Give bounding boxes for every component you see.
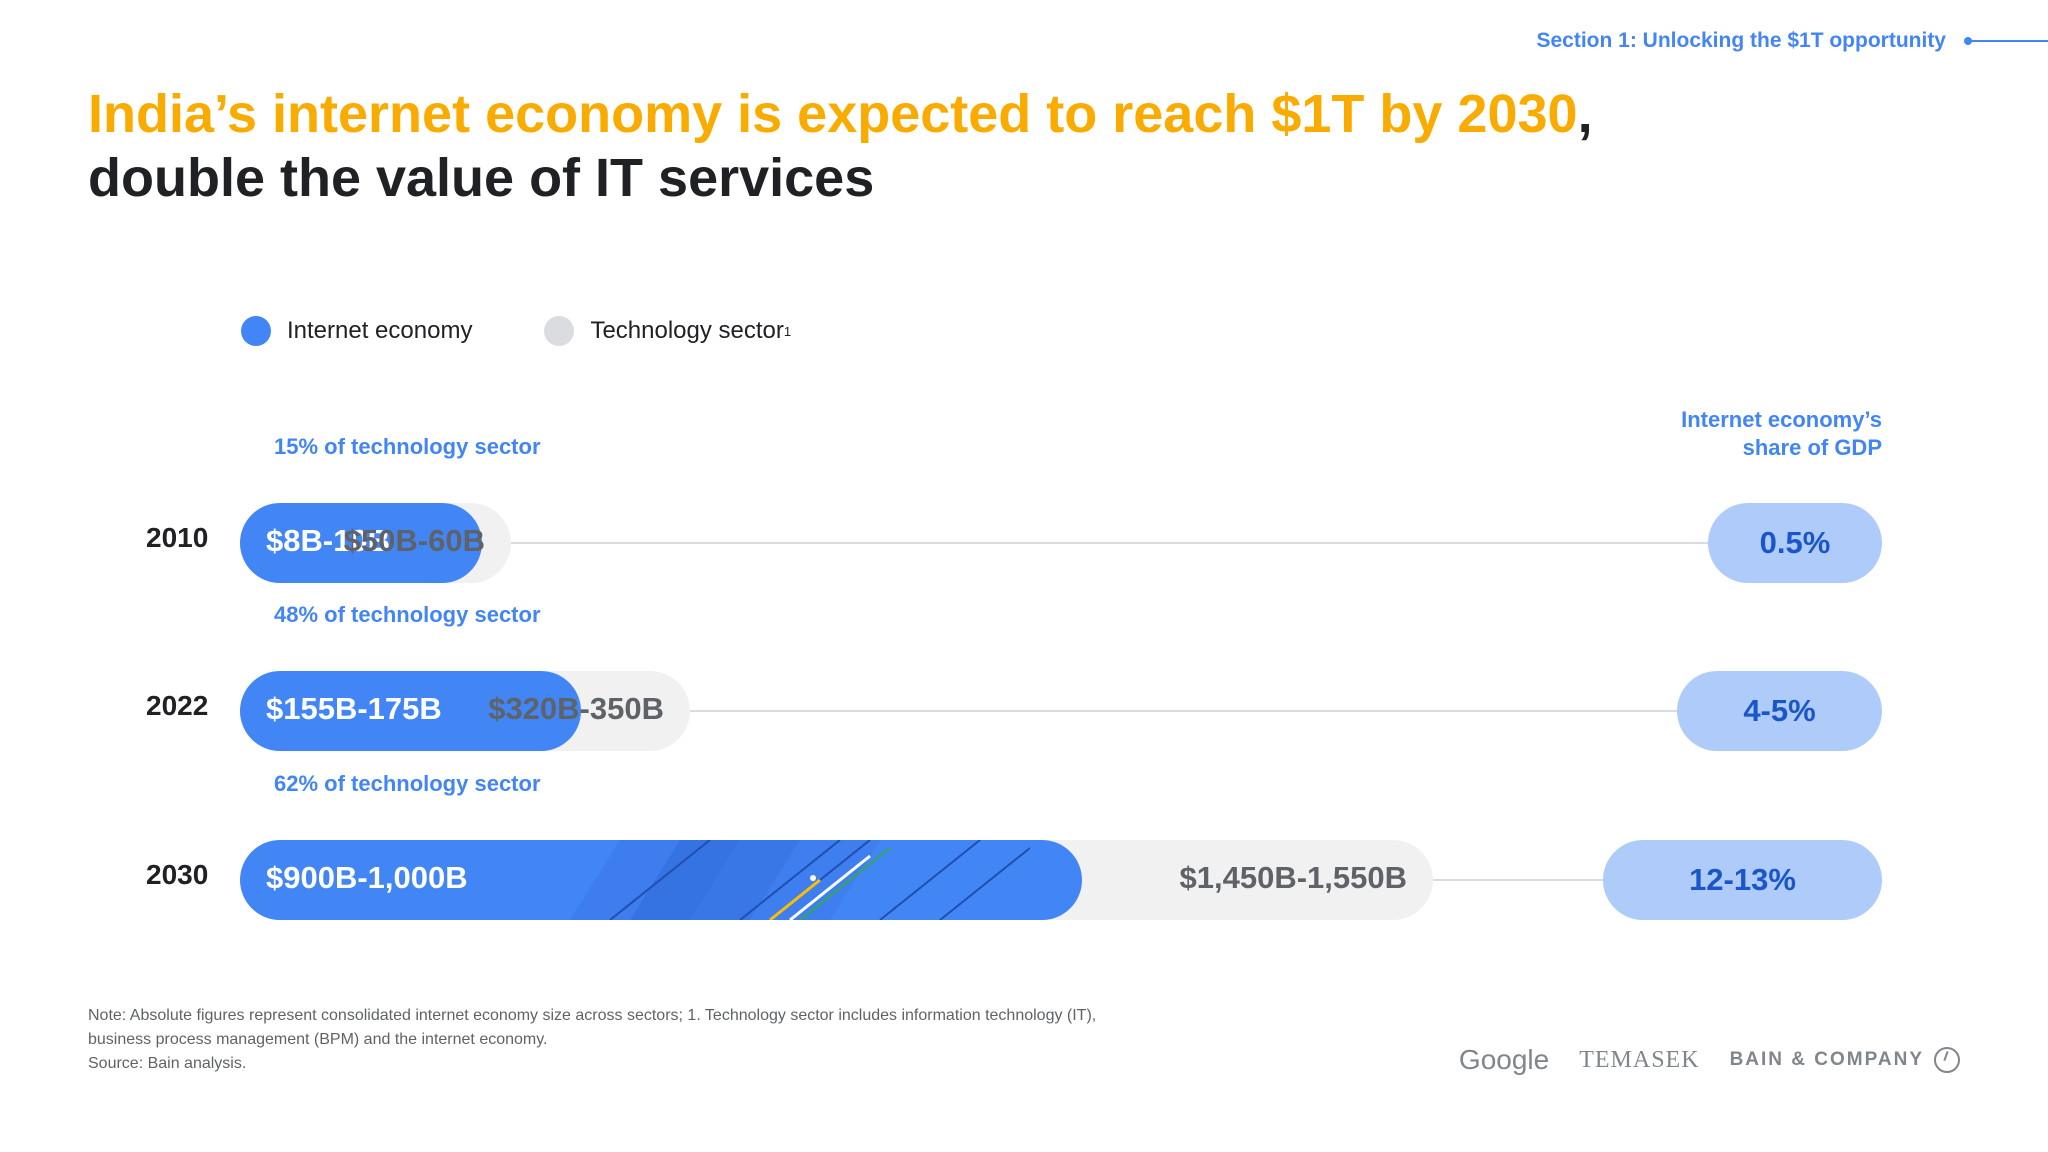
partner-logos: Google TEMASEK BAIN & COMPANY	[1459, 1044, 1960, 1076]
legend-swatch-tech	[544, 316, 575, 346]
gdp-share-header: Internet economy’s share of GDP	[1681, 406, 1882, 462]
legend-item-tech: Technology sector 1	[544, 316, 791, 346]
title-highlight: India’s internet economy is expected to …	[88, 84, 1578, 144]
internet-economy-bar	[240, 671, 581, 751]
legend-swatch-internet	[241, 316, 271, 346]
chart-legend: Internet economy Technology sector 1	[241, 316, 863, 346]
gdp-header-line1: Internet economy’s	[1681, 407, 1882, 432]
share-label: 62% of technology sector	[274, 771, 541, 796]
bain-logo-text: BAIN & COMPANY	[1729, 1049, 1924, 1070]
bar-stripe-decoration	[570, 840, 1030, 920]
chart-row-2022: 48% of technology sector 2022 $155B-175B…	[0, 602, 2048, 752]
gdp-share-pill: 4-5%	[1677, 671, 1882, 751]
gdp-header-line2: share of GDP	[1742, 435, 1882, 460]
legend-label-tech: Technology sector	[590, 317, 784, 344]
tech-sector-value: $320B-350B	[488, 691, 664, 726]
gdp-share-pill: 12-13%	[1603, 840, 1882, 920]
gdp-share-pill: 0.5%	[1708, 503, 1882, 583]
legend-footnote-marker: 1	[783, 323, 792, 339]
share-label: 48% of technology sector	[274, 602, 541, 627]
title-comma: ,	[1577, 84, 1593, 144]
tech-sector-value: $1,450B-1,550B	[1179, 860, 1408, 895]
year-label: 2030	[146, 859, 209, 890]
tech-sector-value: $50B-60B	[343, 523, 485, 558]
section-header: Section 1: Unlocking the $1T opportunity	[1536, 26, 2048, 56]
title-line2: double the value of IT services	[88, 148, 875, 208]
year-label: 2010	[146, 522, 209, 553]
internet-economy-value: $900B-1,000B	[266, 860, 468, 895]
share-label: 15% of technology sector	[274, 434, 541, 459]
internet-economy-value: $8B-10B	[266, 523, 391, 558]
bain-logo: BAIN & COMPANY	[1730, 1047, 1960, 1073]
gdp-share-value: 0.5%	[1759, 525, 1831, 560]
page-title: India’s internet economy is expected to …	[88, 82, 1593, 210]
legend-item-internet: Internet economy	[241, 316, 472, 346]
google-logo: Google	[1458, 1044, 1550, 1075]
connector-line	[511, 542, 1708, 544]
chart-row-2030: 62% of technology sector 2030 $900B-1,00…	[0, 771, 2048, 921]
gdp-share-value: 12-13%	[1689, 862, 1796, 897]
section-line	[1964, 37, 2048, 45]
section-label: Section 1: Unlocking the $1T opportunity	[1536, 29, 1946, 52]
internet-economy-bar	[240, 503, 482, 583]
footnote-note-line1: Note: Absolute figures represent consoli…	[88, 1007, 1097, 1024]
year-label: 2022	[146, 690, 209, 721]
connector-line	[1433, 879, 1603, 881]
chart-row-2010: 15% of technology sector 2010 $8B-10B $5…	[0, 434, 2048, 584]
temasek-logo: TEMASEK	[1579, 1046, 1700, 1073]
internet-economy-value: $155B-175B	[266, 691, 442, 726]
legend-label-internet: Internet economy	[287, 317, 473, 344]
bain-compass-icon	[1934, 1047, 1960, 1073]
internet-economy-bar	[240, 840, 1082, 920]
footnote: Note: Absolute figures represent consoli…	[88, 1004, 1288, 1076]
gdp-share-value: 4-5%	[1743, 693, 1816, 728]
footnote-note-line2: business process management (BPM) and th…	[88, 1031, 548, 1048]
connector-line	[690, 710, 1677, 712]
footnote-source: Source: Bain analysis.	[88, 1055, 247, 1072]
